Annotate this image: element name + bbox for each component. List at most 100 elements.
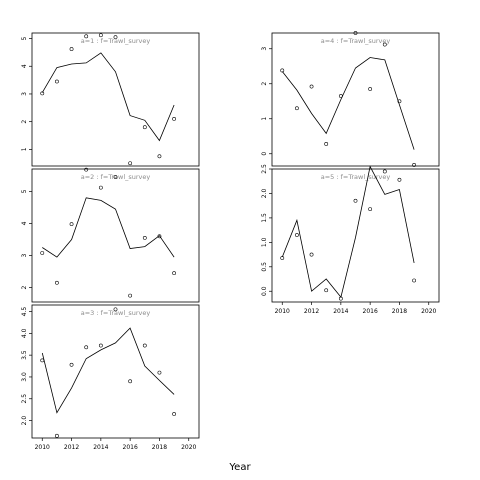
panels-group: 1 2 3 4 5 a=1 : f=Trawl_survey 2 3 4 5 a=2 : f=Tra…: [21, 31, 440, 451]
panel-frame: [31, 304, 200, 439]
observed-point: [128, 379, 133, 384]
x-tick-label: 2020: [421, 308, 436, 315]
fitted-line: [281, 57, 415, 150]
panel-frame: [31, 32, 200, 167]
y-tick-label: 1: [261, 117, 268, 121]
panel-3: 2.0 2.5 3.0 3.5 4.0 4.5 2010 2012 2014 2016 2018 20…: [21, 304, 200, 451]
observed-point: [295, 106, 299, 111]
observed-point: [368, 87, 373, 91]
observed-point: [84, 167, 89, 172]
y-tick-label: 3.0: [21, 372, 28, 382]
y-tick-label: 2: [21, 285, 28, 289]
observed-point: [69, 222, 74, 227]
observed-point: [84, 34, 89, 39]
panel-title: a=2 : f=Trawl_survey: [81, 173, 151, 181]
panel-5: 0.0 0.5 1.0 1.5 2.0 2.5 2010 2012 2014 2016 2018 20…: [261, 164, 440, 315]
x-tick-label: 2016: [123, 444, 138, 451]
observed-point: [128, 161, 133, 166]
y-tick-label: 3.5: [21, 350, 28, 360]
y-tick-label: 0.5: [261, 262, 268, 272]
x-axis-label: Year: [228, 462, 251, 473]
observed-point: [382, 42, 387, 47]
observed-point: [280, 256, 285, 260]
x-tick-label: 2014: [333, 308, 348, 315]
panel-frame: [271, 168, 440, 303]
panel-frame: [271, 32, 440, 167]
fitted-line: [281, 165, 415, 298]
observed-point: [397, 177, 402, 182]
panel-title: a=4 : f=Trawl_survey: [321, 37, 391, 45]
x-tick-label: 2012: [64, 444, 79, 451]
x-tick-label: 2010: [275, 308, 290, 315]
observed-point: [172, 412, 176, 416]
x-tick-label: 2018: [392, 308, 407, 315]
observed-point: [353, 198, 358, 203]
observed-point: [157, 370, 162, 375]
observed-point: [55, 280, 59, 285]
panel-title: a=5 : f=Trawl_survey: [321, 173, 391, 181]
observed-point: [69, 362, 74, 367]
x-tick-label: 2016: [363, 308, 378, 315]
panel-1: 1 2 3 4 5 a=1 : f=Trawl_survey: [21, 32, 200, 167]
observed-point: [382, 169, 387, 174]
observed-point: [412, 163, 416, 167]
observed-point: [142, 343, 147, 348]
observed-point: [113, 307, 118, 312]
panel-2: 2 3 4 5 a=2 : f=Trawl_survey: [21, 167, 200, 303]
y-tick-label: 2: [21, 120, 28, 124]
observed-point: [157, 154, 162, 159]
observed-point: [295, 233, 299, 237]
y-tick-label: 0: [261, 152, 268, 156]
y-tick-label: 1.5: [261, 213, 268, 223]
observed-point: [40, 358, 45, 363]
y-tick-label: 3: [21, 253, 28, 257]
observed-point: [353, 31, 358, 35]
observed-point: [55, 79, 59, 84]
observed-point: [157, 234, 162, 239]
x-tick-label: 2010: [35, 444, 50, 451]
observed-point: [128, 293, 133, 298]
observed-point: [324, 142, 329, 146]
x-tick-label: 2012: [304, 308, 319, 315]
observed-point: [55, 433, 59, 438]
observed-point: [142, 125, 147, 130]
observed-point: [172, 271, 176, 276]
observed-point: [40, 91, 45, 96]
y-tick-label: 2: [261, 82, 268, 86]
x-tick-label: 2018: [152, 444, 167, 451]
observed-point: [84, 345, 89, 350]
y-tick-label: 5: [21, 189, 28, 193]
observed-point: [397, 99, 402, 104]
y-tick-label: 3: [261, 47, 268, 51]
observed-point: [338, 296, 343, 301]
y-tick-label: 2.5: [261, 164, 268, 174]
observed-point: [309, 84, 314, 89]
x-tick-label: 2014: [93, 444, 108, 451]
fitted-line: [41, 327, 175, 414]
observed-point: [309, 252, 314, 257]
panel-title: a=3 : f=Trawl_survey: [81, 309, 151, 317]
y-tick-label: 1.0: [261, 237, 268, 247]
observed-point: [98, 33, 103, 38]
y-tick-label: 5: [21, 36, 28, 40]
y-tick-label: 0.0: [261, 286, 268, 296]
fitted-line: [41, 52, 175, 142]
observed-point: [368, 207, 373, 211]
panel-title: a=1 : f=Trawl_survey: [81, 37, 151, 45]
observed-point: [412, 278, 416, 283]
observed-point: [113, 35, 118, 40]
y-tick-label: 4.5: [21, 307, 28, 317]
observed-point: [338, 94, 343, 98]
fitted-line: [42, 197, 175, 258]
y-tick-label: 2.5: [21, 394, 28, 404]
x-tick-label: 2020: [181, 444, 196, 451]
observed-point: [98, 185, 103, 190]
observed-point: [324, 288, 329, 293]
y-tick-label: 2.0: [261, 188, 268, 198]
y-tick-label: 1: [21, 147, 28, 151]
observed-point: [142, 236, 147, 240]
panel-4: 0 1 2 3 a=4 : f=Trawl_survey: [261, 31, 440, 167]
y-tick-label: 4: [21, 64, 28, 68]
observed-point: [280, 68, 285, 73]
